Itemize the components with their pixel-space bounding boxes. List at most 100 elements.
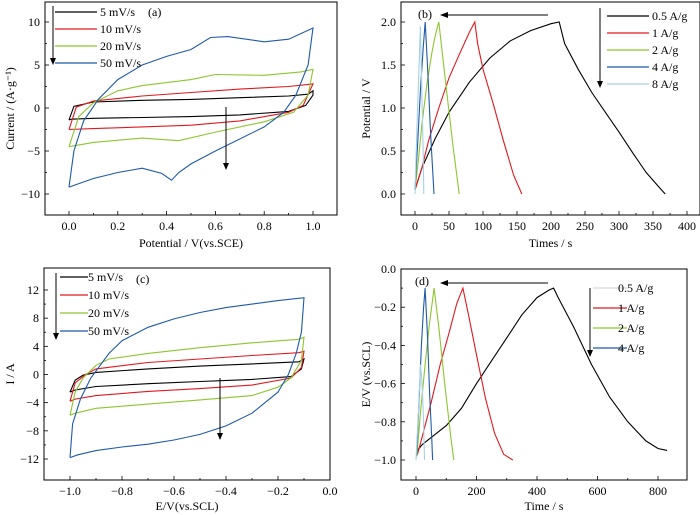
y-tick-label: −12 <box>20 452 39 466</box>
series-line-1-a-g <box>416 286 514 461</box>
legend-label: 10 mV/s <box>100 22 141 36</box>
plot-frame <box>43 267 331 481</box>
y-tick-label: 0.0 <box>381 262 396 276</box>
y-tick-label: 10 <box>28 15 40 29</box>
x-axis-title: Times / s <box>529 236 573 250</box>
panel-label: (b) <box>418 7 432 21</box>
legend-label: 1 A/g <box>618 301 644 315</box>
y-tick-label: −8 <box>26 424 39 438</box>
legend-label: 4 A/g <box>652 60 678 74</box>
panel-label: (a) <box>148 5 161 19</box>
legend-label: 10 mV/s <box>88 288 129 302</box>
series-line-8-a-g <box>414 26 425 195</box>
series-line-0-5-a-g <box>414 21 666 195</box>
y-tick-label: −4 <box>26 396 39 410</box>
x-tick-label: 0.8 <box>257 219 272 233</box>
y-tick-label: 12 <box>27 283 39 297</box>
legend-label: 50 mV/s <box>100 56 141 70</box>
plot-frame <box>400 268 688 481</box>
y-tick-label: 8 <box>33 311 39 325</box>
legend-label: 20 mV/s <box>88 306 129 320</box>
x-axis-title: E/V(vs.SCL) <box>156 499 219 513</box>
series-line-10-mv-s <box>69 350 305 402</box>
x-tick-label: 0.6 <box>208 219 223 233</box>
y-tick-label: 0 <box>34 101 40 115</box>
x-tick-label: 1.0 <box>306 219 321 233</box>
legend: 5 mV/s 10 mV/s 20 mV/s 50 mV/s <box>55 5 141 70</box>
x-tick-label: 0.2 <box>110 219 125 233</box>
panel-label: (d) <box>415 274 429 288</box>
legend-label: 20 mV/s <box>100 39 141 53</box>
y-axis-title: Current / (A·g⁻¹) <box>3 67 17 150</box>
x-tick-label: 250 <box>576 219 594 233</box>
x-axis-title: Potential / V(vs.SCE) <box>139 236 243 250</box>
legend-label: 5 mV/s <box>88 270 123 284</box>
y-tick-label: −0.2 <box>374 300 396 314</box>
series-line-2-a-g <box>416 288 455 461</box>
y-tick-label: 4 <box>33 339 39 353</box>
y-tick-label: −5 <box>27 144 40 158</box>
y-tick-label: 0.5 <box>381 144 396 158</box>
y-tick-label: 1.0 <box>381 101 396 115</box>
y-axis-title: Potential / V <box>359 78 373 139</box>
legend-label: 0.5 A/g <box>652 9 687 23</box>
down-arrow-head <box>50 58 56 65</box>
y-tick-label: 0.0 <box>381 187 396 201</box>
x-tick-label: 600 <box>589 484 607 498</box>
series-line-50-mv-s <box>69 297 305 459</box>
panel-a: 0.0 0.2 0.4 0.6 0.8 1.0 10 5 0 −5 −10 Potential / V… <box>3 1 338 250</box>
x-tick-label: 0 <box>412 219 418 233</box>
panel-c: −1.0 −0.8 −0.6 −0.4 −0.2 0.0 12 8 4 0 −4 −8 −12 E/V(v… <box>3 267 338 513</box>
x-tick-label: 800 <box>649 484 667 498</box>
legend: 0.5 A/g 1 A/g 2 A/g 4 A/g 8 A/g <box>607 9 687 91</box>
y-tick-label: −0.8 <box>374 415 396 429</box>
series-line-8-a-g-unlabeled- <box>415 364 426 461</box>
x-tick-label: 400 <box>528 484 546 498</box>
legend: 0.5 A/g 1 A/g 2 A/g 4 A/g <box>593 281 653 355</box>
down-arrow-head <box>53 333 59 340</box>
left-arrow-head <box>440 280 448 286</box>
series-line-5-mv-s <box>68 89 314 121</box>
legend-label: 5 mV/s <box>100 5 135 19</box>
x-tick-label: −0.4 <box>215 484 237 498</box>
x-tick-label: 0.0 <box>62 219 77 233</box>
series-line-50-mv-s <box>68 27 314 188</box>
x-tick-label: 150 <box>508 219 526 233</box>
x-tick-label: 0.4 <box>159 219 174 233</box>
series-line-4-a-g <box>414 21 435 195</box>
x-tick-label: 0.0 <box>323 484 338 498</box>
down-arrow-head <box>217 433 223 440</box>
legend-label: 8 A/g <box>652 77 678 91</box>
plot-frame <box>400 1 700 216</box>
down-arrow-head <box>587 350 593 357</box>
left-arrow-head <box>440 12 448 18</box>
x-tick-label: 200 <box>542 219 560 233</box>
y-tick-label: −1.0 <box>374 453 396 467</box>
x-tick-label: 50 <box>443 219 455 233</box>
x-tick-label: 350 <box>644 219 662 233</box>
series-line-20-mv-s <box>69 336 305 416</box>
y-axis-title: E/V (vs.SCL) <box>359 342 373 408</box>
panel-b: 0 50 100 150 200 250 300 350 400 2.0 1.5 1.0 0.5 0.0 T… <box>359 1 700 250</box>
x-tick-label: 300 <box>610 219 628 233</box>
panel-d: 0 200 400 600 800 0.0 −0.2 −0.4 −0.6 −0.8 −1.0 Time… <box>359 262 688 513</box>
y-tick-label: 2.0 <box>381 15 396 29</box>
series-line-1-a-g <box>414 20 523 195</box>
series-line-20-mv-s <box>68 68 314 148</box>
legend-label: 0.5 A/g <box>618 281 653 295</box>
series-line-2-a-g <box>414 21 460 195</box>
y-tick-label: 1.5 <box>381 58 396 72</box>
legend-label: 2 A/g <box>618 321 644 335</box>
series-line-10-mv-s <box>68 83 314 131</box>
x-tick-label: −0.2 <box>267 484 289 498</box>
down-arrow-head <box>597 81 603 88</box>
y-tick-label: −0.6 <box>374 377 396 391</box>
x-axis-title: Time / s <box>525 499 564 513</box>
x-tick-label: −0.6 <box>163 484 185 498</box>
legend-label: 50 mV/s <box>88 324 129 338</box>
legend-label: 4 A/g <box>618 341 644 355</box>
y-axis-title: I / A <box>3 363 17 385</box>
legend-label: 2 A/g <box>652 43 678 57</box>
legend-label: 1 A/g <box>652 26 678 40</box>
